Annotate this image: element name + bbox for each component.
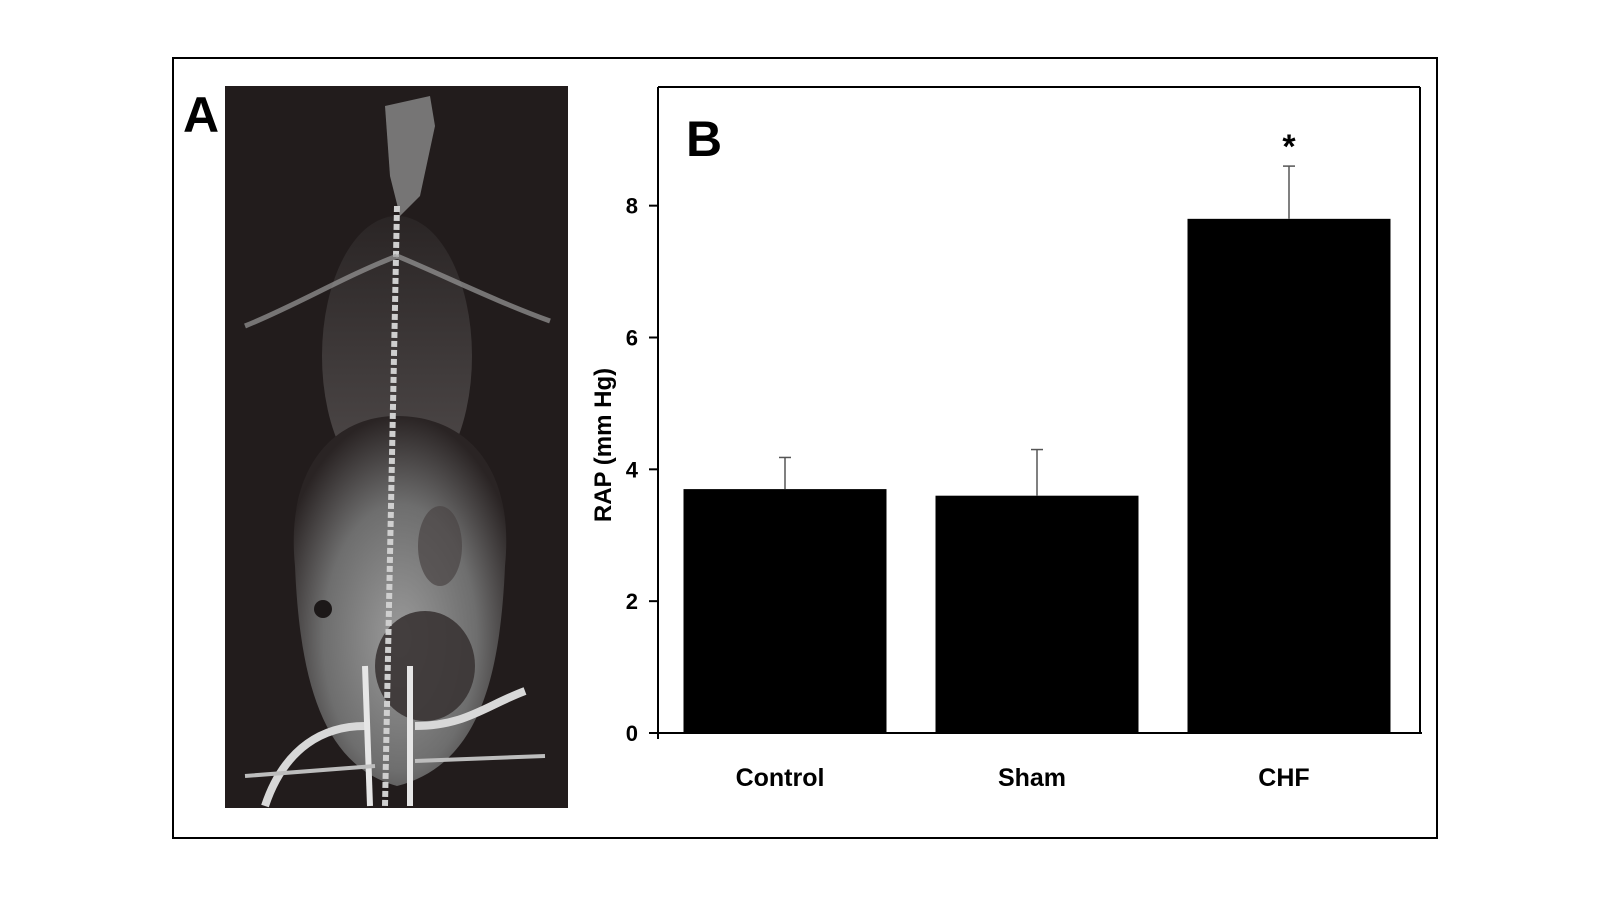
panel-a-label: A	[183, 87, 220, 143]
x-tick-label-control: Control	[736, 764, 825, 792]
y-axis-label: RAP (mm Hg)	[590, 368, 617, 522]
y-tick-label: 0	[626, 721, 638, 746]
x-axis-labels: Control Sham CHF	[736, 764, 1310, 792]
y-tick-label: 2	[626, 589, 638, 614]
bar-sham	[935, 495, 1139, 733]
bars	[683, 218, 1391, 733]
bar-control	[683, 489, 887, 733]
y-tick-label: 8	[626, 194, 638, 219]
y-tick-label: 4	[626, 457, 639, 482]
error-bars: *	[779, 128, 1296, 496]
y-tick-label: 6	[626, 325, 638, 350]
x-tick-label-chf: CHF	[1258, 764, 1309, 792]
significance-marker: *	[1282, 128, 1296, 166]
xray-image	[225, 86, 568, 808]
y-axis: 0 2 4 6 8	[626, 194, 658, 746]
x-tick-label-sham: Sham	[998, 764, 1066, 792]
bar-chf	[1187, 218, 1391, 733]
panel-b-label: B	[686, 111, 723, 167]
